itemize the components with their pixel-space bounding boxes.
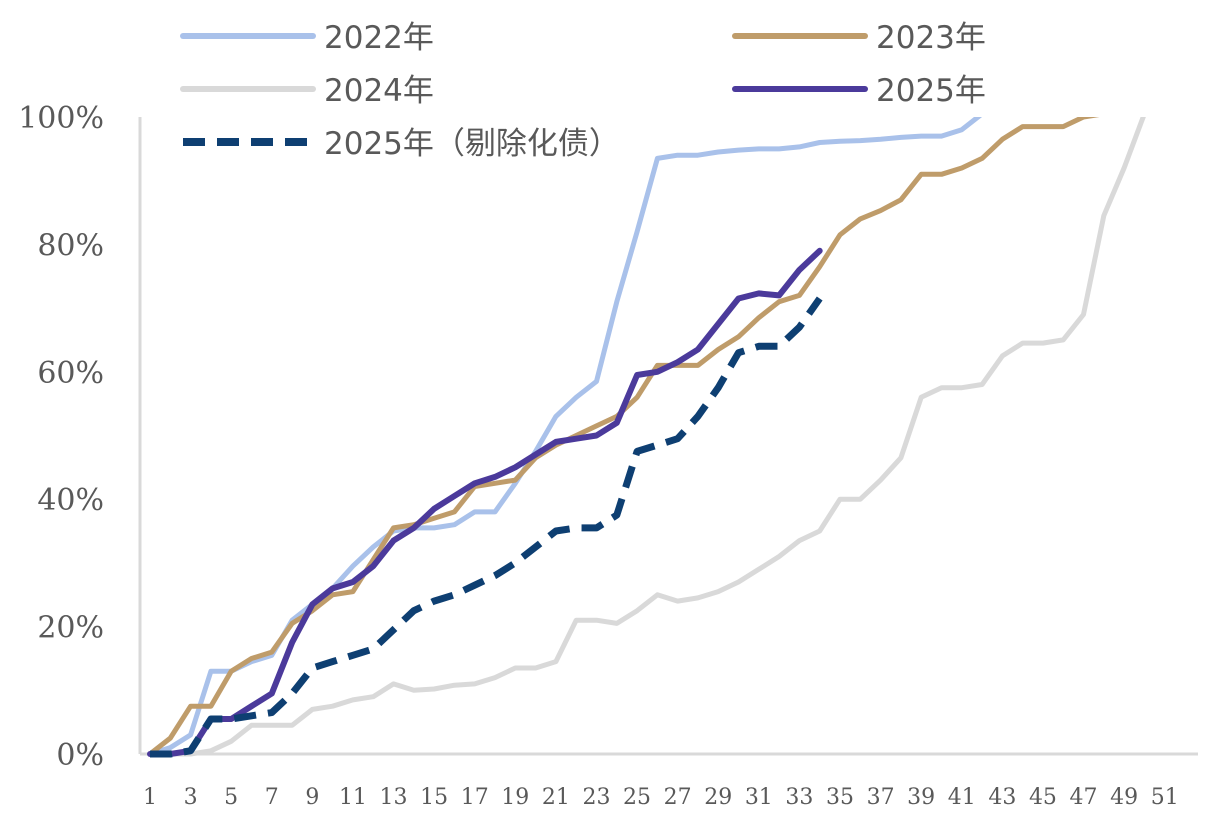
x-tick-label: 49 — [1110, 785, 1138, 810]
x-tick-label: 47 — [1070, 785, 1098, 810]
legend-label-2025: 2025年 — [876, 73, 986, 109]
series-line-0 — [147, 117, 983, 757]
x-tick-label: 11 — [339, 785, 367, 810]
x-tick-label: 33 — [785, 785, 813, 810]
series-line-4 — [150, 296, 823, 758]
x-tick-label: 39 — [907, 785, 935, 810]
legend-label-2023: 2023年 — [876, 20, 986, 56]
x-tick-labels: 1 3 5 7 9 11 13 15 17 19 21 23 25 27 29 31 33 35 37 39 41 43 4… — [143, 785, 1179, 810]
y-tick-label: 80% — [37, 228, 104, 263]
x-tick-label: 25 — [623, 785, 651, 810]
x-tick-label: 21 — [542, 785, 570, 810]
legend-label-2022: 2022年 — [324, 20, 434, 56]
series-lines — [147, 117, 1146, 758]
x-tick-label: 29 — [704, 785, 732, 810]
y-tick-label: 100% — [18, 101, 104, 136]
series-line-1 — [147, 117, 1100, 757]
x-tick-label: 5 — [224, 785, 238, 810]
x-tick-label: 23 — [582, 785, 610, 810]
series-line-3 — [147, 247, 823, 757]
x-tick-label: 41 — [948, 785, 976, 810]
x-tick-label: 31 — [745, 785, 773, 810]
legend-label-2024: 2024年 — [324, 73, 434, 109]
x-tick-label: 9 — [305, 785, 319, 810]
x-tick-label: 43 — [988, 785, 1016, 810]
y-tick-label: 40% — [37, 483, 104, 518]
x-tick-label: 27 — [664, 785, 692, 810]
x-tick-label: 37 — [867, 785, 895, 810]
series-line-2 — [147, 117, 1146, 757]
legend-label-2025-excl: 2025年（剔除化债） — [324, 126, 620, 162]
x-tick-label: 13 — [380, 785, 408, 810]
x-tick-label: 51 — [1151, 785, 1179, 810]
x-tick-label: 7 — [265, 785, 279, 810]
y-tick-label: 0% — [56, 738, 104, 773]
x-tick-label: 19 — [501, 785, 529, 810]
legend: 2022年 2023年 2024年 2025年 2025年（剔除化债） — [180, 20, 986, 162]
y-tick-labels: 0% 20% 40% 60% 80% 100% — [18, 101, 104, 773]
y-tick-label: 20% — [37, 611, 104, 646]
x-tick-label: 1 — [143, 785, 157, 810]
axes — [138, 117, 1198, 756]
x-tick-label: 17 — [461, 785, 489, 810]
x-tick-label: 3 — [184, 785, 198, 810]
x-tick-label: 15 — [420, 785, 448, 810]
x-tick-label: 45 — [1029, 785, 1057, 810]
x-tick-label: 35 — [826, 785, 854, 810]
y-tick-label: 60% — [37, 356, 104, 391]
